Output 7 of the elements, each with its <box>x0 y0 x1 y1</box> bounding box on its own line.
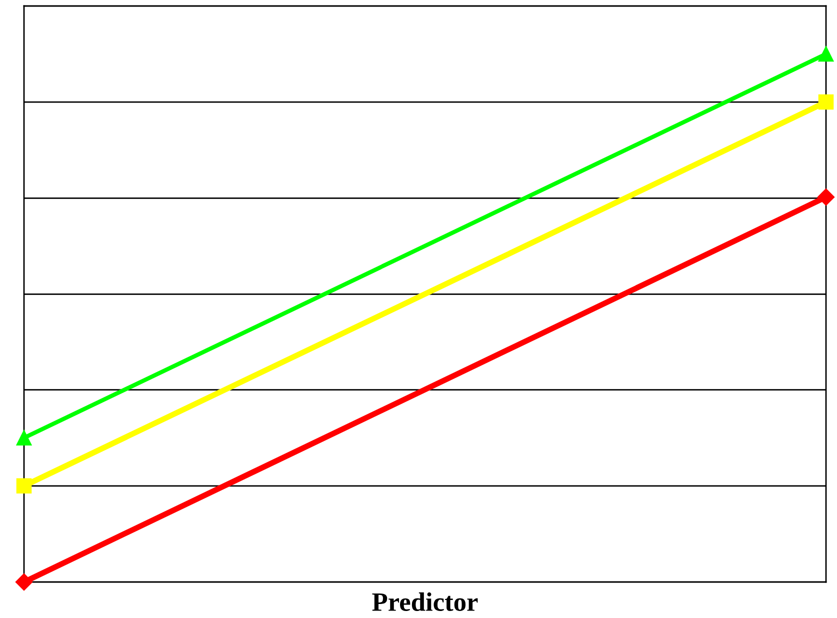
x-axis-title: Predictor <box>372 592 478 611</box>
point <box>15 573 33 591</box>
point <box>817 188 835 206</box>
point <box>818 46 834 62</box>
point <box>16 478 32 494</box>
point <box>818 94 834 110</box>
point <box>16 430 32 446</box>
